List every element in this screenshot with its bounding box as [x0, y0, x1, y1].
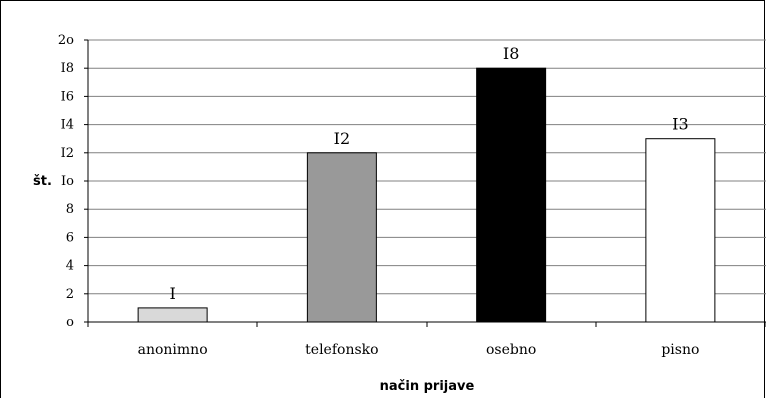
bar-osebno	[476, 67, 547, 323]
y-tick-label: 6	[66, 230, 74, 245]
x-tick-label: anonimno	[138, 342, 208, 358]
bars	[137, 67, 716, 323]
data-label: I2	[334, 129, 351, 148]
y-tick-labels: o 2 4 6 8 Io I2 I4 I6 I8 2o	[58, 33, 74, 330]
data-label: I	[169, 284, 175, 303]
x-axis-title: način prijave	[380, 379, 475, 394]
y-tick-label: 4	[66, 259, 74, 274]
x-tick-label: osebno	[486, 342, 536, 358]
y-tick-label: I8	[61, 61, 74, 76]
axes	[84, 39, 766, 327]
bar-telefonsko	[306, 152, 377, 323]
y-tick-label: Io	[61, 174, 74, 189]
bar-pisno	[645, 138, 716, 323]
bar-anonimno	[137, 307, 208, 323]
y-axis-title: št.	[33, 174, 52, 189]
x-tick-label: pisno	[661, 342, 699, 358]
gridlines	[88, 39, 766, 295]
y-tick-label: 2	[66, 287, 74, 302]
y-tick-label: 2o	[58, 33, 74, 48]
data-label: I3	[672, 115, 689, 134]
x-tick-labels: anonimno telefonsko osebno pisno	[138, 342, 700, 358]
y-tick-label: I6	[61, 89, 74, 104]
data-labels: I I2 I8 I3	[169, 44, 688, 303]
y-tick-label: o	[66, 315, 74, 330]
data-label: I8	[503, 44, 520, 63]
y-tick-label: 8	[66, 202, 74, 217]
y-tick-label: I4	[61, 118, 74, 133]
y-tick-label: I2	[61, 146, 74, 161]
x-tick-label: telefonsko	[305, 342, 378, 358]
